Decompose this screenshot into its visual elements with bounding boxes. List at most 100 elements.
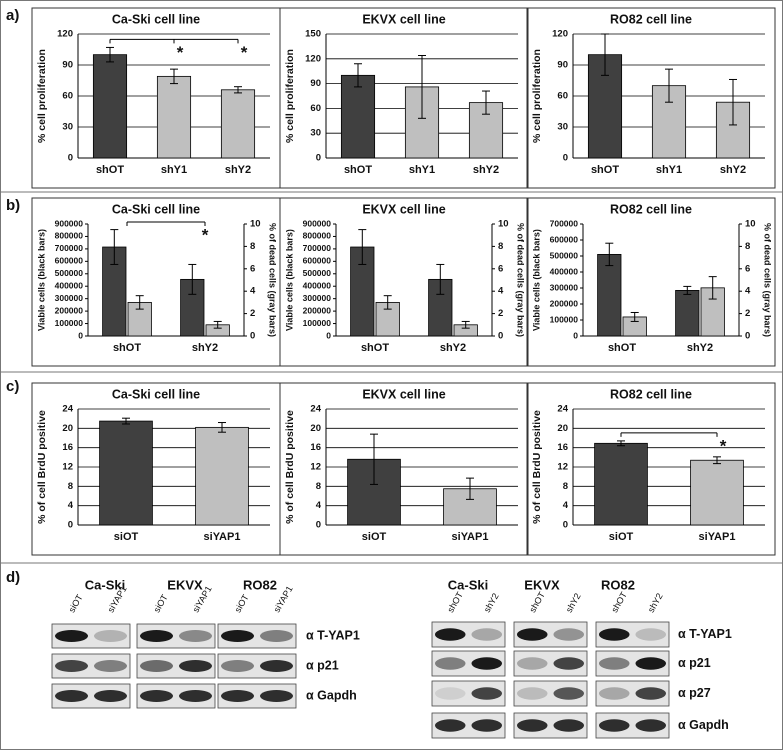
y-tick-label: 300000 — [303, 293, 332, 303]
antibody-label: α Gapdh — [306, 688, 357, 702]
y-tick-label: 90 — [62, 60, 73, 71]
blot-band — [140, 660, 173, 672]
x-tick-label: shY2 — [720, 164, 746, 176]
y-tick-label: 150 — [305, 29, 321, 40]
y2-tick-label: 2 — [250, 308, 255, 319]
y-tick-label: 600000 — [550, 234, 579, 244]
y-tick-label: 30 — [62, 122, 73, 133]
blot-band — [435, 657, 466, 670]
y2-tick-label: 0 — [250, 331, 255, 342]
error-bar — [729, 78, 737, 126]
lane-label: shOT — [445, 590, 465, 614]
blot-band — [553, 687, 584, 700]
y-tick-label: 0 — [316, 520, 321, 531]
blot-band — [471, 628, 502, 641]
y-tick-label: 60 — [557, 91, 568, 102]
chart-title: EKVX cell line — [362, 202, 445, 216]
x-tick-label: shY2 — [192, 342, 218, 354]
error-bar — [170, 68, 178, 85]
y-axis-label: Viable cells (black bars) — [531, 229, 541, 331]
y2-tick-label: 10 — [498, 219, 509, 230]
cell-line-label: EKVX — [167, 577, 203, 592]
y-tick-label: 8 — [68, 481, 73, 492]
y-tick-label: 200000 — [303, 305, 332, 315]
error-bar — [418, 54, 426, 119]
bar — [92, 54, 128, 159]
blot-band — [179, 690, 212, 702]
y-tick-label: 0 — [68, 153, 73, 164]
blot-band — [517, 687, 548, 700]
panel-label: a) — [6, 7, 19, 24]
y2-tick-label: 6 — [498, 263, 503, 274]
antibody-label: α p27 — [678, 686, 711, 700]
y-tick-label: 800000 — [55, 231, 84, 241]
cell-line-label: Ca-Ski — [85, 577, 125, 592]
blot-band — [221, 630, 254, 642]
blot-band — [553, 628, 584, 641]
y2-axis-label: % of dead cells (gray bars) — [516, 223, 526, 337]
x-tick-label: shOT — [608, 342, 636, 354]
y-tick-label: 700000 — [303, 243, 332, 253]
blot-band — [55, 630, 88, 642]
y-tick-label: 700000 — [55, 243, 84, 253]
y-tick-label: 900000 — [55, 218, 84, 228]
antibody-label: α T-YAP1 — [306, 628, 360, 642]
y-tick-label: 400000 — [55, 280, 84, 290]
y-tick-label: 400000 — [303, 280, 332, 290]
error-bar — [708, 276, 717, 300]
antibody-label: α T-YAP1 — [678, 627, 732, 641]
cell-line-label: RO82 — [243, 577, 277, 592]
y-tick-label: 20 — [310, 423, 321, 434]
y-axis-label: % of cell BrdU positive — [531, 410, 543, 524]
bar — [675, 289, 700, 337]
y-tick-label: 90 — [310, 78, 321, 89]
chart-title: EKVX cell line — [362, 12, 445, 26]
y2-tick-label: 0 — [498, 331, 503, 342]
error-bar — [436, 263, 445, 295]
y2-tick-label: 10 — [250, 219, 261, 230]
blot-band — [260, 660, 293, 672]
y-tick-label: 24 — [62, 404, 73, 415]
y-tick-label: 16 — [62, 442, 73, 453]
y-axis-label: % cell proliferation — [284, 49, 296, 143]
y2-tick-label: 4 — [498, 286, 504, 297]
y2-axis-label: % of dead cells (gray bars) — [763, 223, 773, 337]
y-tick-label: 400000 — [550, 266, 579, 276]
blot-band — [471, 719, 502, 732]
blot-band — [635, 719, 666, 732]
error-bar — [665, 68, 673, 103]
chart-frame — [279, 197, 529, 367]
x-tick-label: siOT — [609, 531, 634, 543]
lane-label: shY2 — [564, 591, 583, 614]
error-bar — [106, 46, 114, 63]
blot-band — [435, 687, 466, 700]
y-tick-label: 0 — [78, 330, 83, 340]
blot-band — [635, 687, 666, 700]
significance-star: * — [202, 225, 209, 244]
x-tick-label: shY1 — [161, 164, 187, 176]
y-axis-label: % cell proliferation — [531, 49, 543, 143]
blot-band — [55, 660, 88, 672]
y-tick-label: 24 — [310, 404, 321, 415]
lane-label: shOT — [609, 590, 629, 614]
bar — [594, 442, 648, 526]
y-axis-label: % of cell BrdU positive — [36, 410, 48, 524]
y-tick-label: 24 — [557, 404, 568, 415]
x-tick-label: shOT — [361, 342, 389, 354]
error-bar — [218, 422, 226, 433]
chart-title: RO82 cell line — [610, 387, 692, 401]
y2-tick-label: 10 — [745, 219, 756, 230]
y-tick-label: 16 — [557, 442, 568, 453]
y-tick-label: 0 — [563, 520, 568, 531]
y-tick-label: 120 — [552, 29, 568, 40]
chart-title: Ca-Ski cell line — [112, 387, 200, 401]
blot-band — [94, 690, 127, 702]
x-tick-label: shY1 — [409, 164, 435, 176]
y-tick-label: 30 — [310, 128, 321, 139]
bar — [99, 420, 153, 526]
y-tick-label: 0 — [326, 330, 331, 340]
chart-title: RO82 cell line — [610, 202, 692, 216]
y-tick-label: 12 — [557, 462, 568, 473]
blot-band — [140, 690, 173, 702]
